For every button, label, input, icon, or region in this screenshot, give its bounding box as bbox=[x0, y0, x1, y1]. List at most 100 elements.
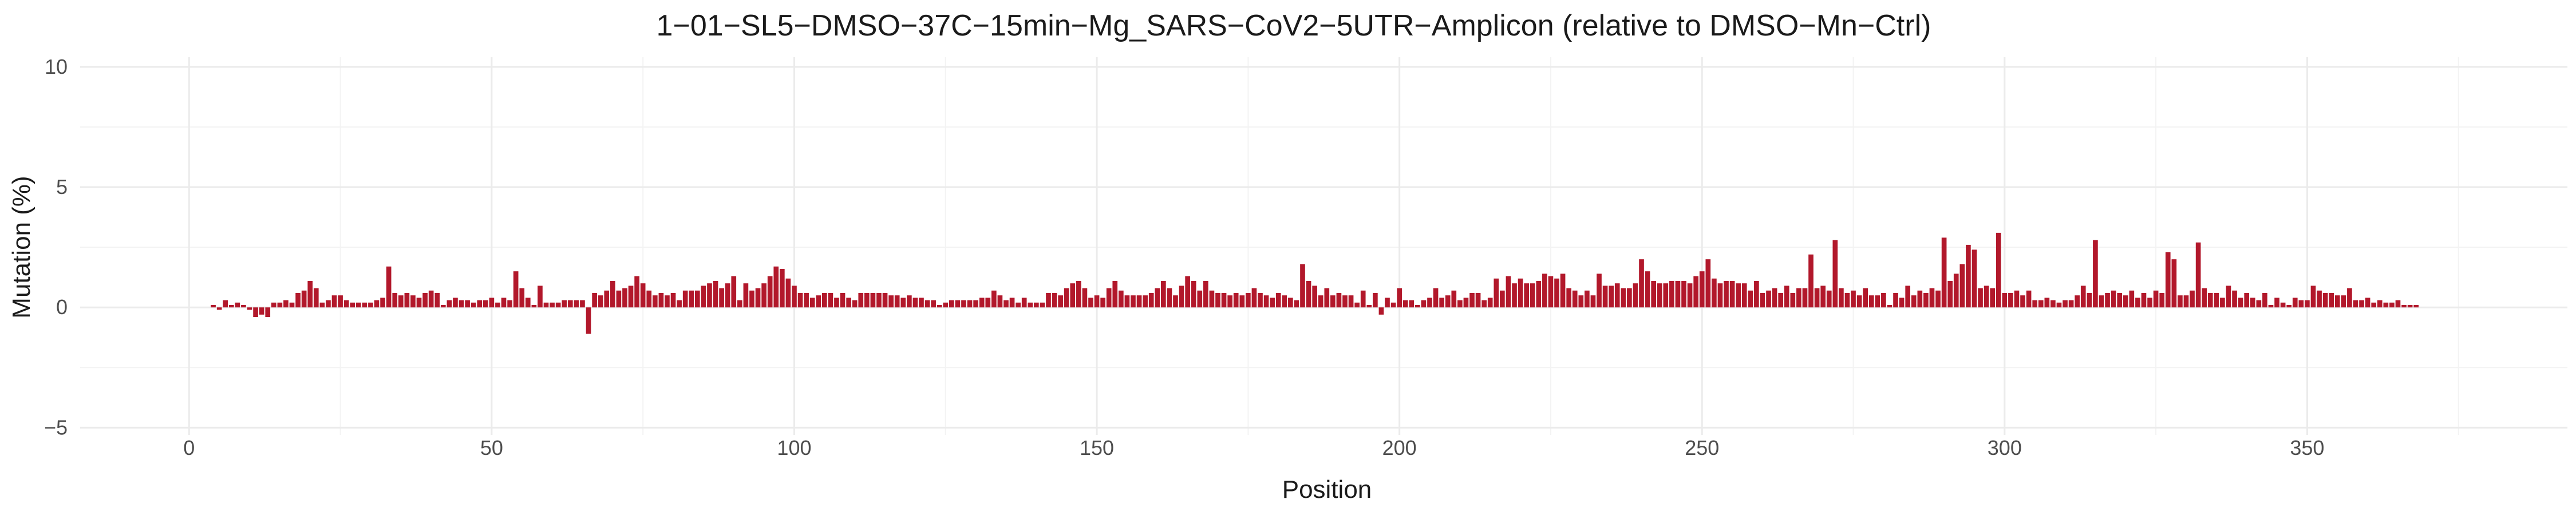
bar bbox=[216, 307, 222, 310]
bar bbox=[1203, 280, 1208, 308]
bar bbox=[2080, 286, 2086, 308]
bar bbox=[1021, 298, 1027, 308]
bar bbox=[440, 304, 446, 308]
bar bbox=[368, 302, 373, 308]
bar bbox=[1566, 288, 1571, 308]
bar bbox=[580, 300, 585, 308]
bar bbox=[1179, 286, 1184, 308]
bar bbox=[477, 300, 483, 308]
bar bbox=[271, 302, 276, 308]
bar bbox=[773, 266, 779, 308]
bar bbox=[677, 300, 682, 308]
bar bbox=[2020, 295, 2025, 308]
bar bbox=[2280, 302, 2286, 308]
bar bbox=[2310, 286, 2316, 308]
bar bbox=[307, 280, 313, 308]
bar bbox=[1633, 283, 1638, 308]
bar bbox=[2292, 298, 2298, 308]
bar bbox=[1227, 295, 1232, 308]
bar bbox=[2262, 292, 2267, 308]
bar bbox=[1500, 290, 1505, 308]
bar bbox=[1094, 295, 1100, 308]
bar bbox=[2359, 300, 2364, 308]
bar bbox=[2032, 300, 2038, 308]
bar bbox=[338, 295, 343, 308]
chart-title: 1−01−SL5−DMSO−37C−15min−Mg_SARS−CoV2−5UT… bbox=[657, 9, 1931, 42]
bar bbox=[985, 298, 991, 308]
bar bbox=[1445, 295, 1451, 308]
bar bbox=[1947, 280, 1953, 308]
bar bbox=[1324, 288, 1330, 308]
bar bbox=[1360, 290, 1366, 308]
bar bbox=[1028, 302, 1033, 308]
bar bbox=[713, 280, 718, 308]
bar bbox=[755, 288, 761, 308]
bar bbox=[1088, 298, 1093, 308]
bar bbox=[1070, 283, 1076, 308]
bar bbox=[2195, 242, 2201, 308]
bar bbox=[1457, 300, 1463, 308]
bar bbox=[1421, 300, 1427, 308]
bar bbox=[665, 295, 670, 308]
bar bbox=[821, 292, 827, 308]
bar bbox=[961, 300, 966, 308]
bar bbox=[1155, 288, 1160, 308]
bar bbox=[471, 302, 476, 308]
bar bbox=[1953, 274, 1959, 308]
bar bbox=[797, 292, 803, 308]
bar bbox=[1040, 302, 1045, 308]
bar bbox=[912, 298, 918, 308]
x-tick-label: 200 bbox=[1382, 436, 1417, 459]
bar bbox=[1851, 290, 1856, 308]
bar bbox=[1687, 283, 1693, 308]
bar bbox=[658, 292, 664, 308]
bar bbox=[1548, 276, 1554, 308]
bar bbox=[2171, 259, 2177, 308]
bar bbox=[858, 292, 864, 308]
bar bbox=[495, 302, 500, 308]
bar bbox=[949, 300, 954, 308]
bar bbox=[1246, 292, 1251, 308]
bar bbox=[1373, 292, 1378, 308]
bar bbox=[1554, 278, 1559, 308]
bar bbox=[1814, 288, 1820, 308]
x-tick-label: 100 bbox=[777, 436, 811, 459]
bar bbox=[1614, 283, 1620, 308]
bar bbox=[531, 304, 537, 308]
bar bbox=[447, 300, 452, 308]
bar bbox=[1530, 283, 1535, 308]
bar bbox=[2129, 290, 2135, 308]
bar bbox=[634, 276, 639, 308]
bar bbox=[2165, 252, 2171, 308]
bar bbox=[2190, 290, 2195, 308]
bar bbox=[1669, 280, 1674, 308]
bar bbox=[846, 298, 851, 308]
bar bbox=[1506, 276, 1511, 308]
bar bbox=[882, 292, 888, 308]
bar bbox=[507, 300, 512, 308]
bar bbox=[355, 302, 361, 308]
bar bbox=[1215, 292, 1220, 308]
bar bbox=[1712, 278, 1717, 308]
bar bbox=[1034, 302, 1039, 308]
bar bbox=[1221, 292, 1227, 308]
bar bbox=[1270, 298, 1275, 308]
bar bbox=[1609, 286, 1614, 308]
bar bbox=[1433, 288, 1439, 308]
bar bbox=[1312, 286, 1317, 308]
bar bbox=[640, 283, 646, 308]
bar bbox=[2347, 288, 2352, 308]
x-tick-label: 300 bbox=[1988, 436, 2022, 459]
bar bbox=[2141, 292, 2147, 308]
bar bbox=[1390, 302, 1396, 308]
bar bbox=[646, 290, 652, 308]
bar bbox=[1058, 295, 1063, 308]
bar bbox=[1881, 292, 1886, 308]
bar bbox=[973, 300, 978, 308]
bar bbox=[1148, 292, 1154, 308]
bar bbox=[2244, 292, 2250, 308]
bar bbox=[622, 288, 627, 308]
bar bbox=[2093, 240, 2098, 308]
bar bbox=[1863, 288, 1868, 308]
bar bbox=[931, 300, 936, 308]
